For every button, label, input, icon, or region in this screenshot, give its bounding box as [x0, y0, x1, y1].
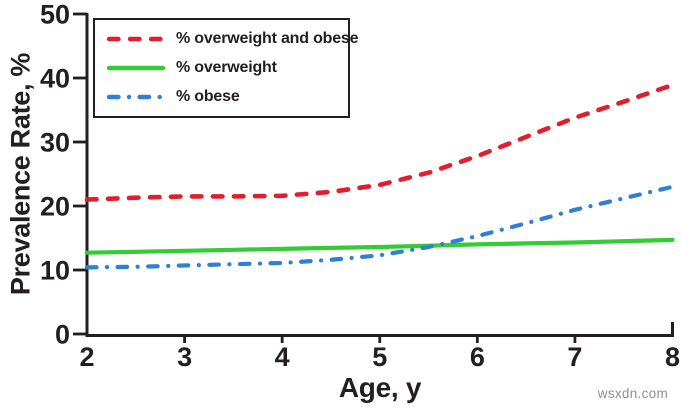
y-tick-label: 30: [40, 128, 70, 158]
legend-label: % overweight and obese: [176, 30, 359, 48]
x-tick-label: 3: [177, 342, 192, 372]
series-line-3: [84, 184, 675, 270]
legend-label: % overweight: [176, 58, 277, 76]
legend-item: % obese: [106, 83, 348, 111]
x-tick-label: 2: [79, 342, 94, 372]
y-axis-title: Prevalence Rate, %: [5, 52, 36, 296]
axis-tick-labels: 0 10 20 30 40 50 2 3 4 5 6 7 8: [40, 0, 680, 372]
x-tick-label: 7: [567, 342, 582, 372]
legend-line-sample-overweight: [106, 65, 166, 71]
legend-line-sample-overweight-and-obese: [106, 37, 166, 42]
axis-ticks: [73, 12, 577, 343]
x-tick-label: 4: [275, 342, 290, 372]
legend-line-sample-obese: [106, 94, 166, 99]
watermark: wsxdn.com: [597, 386, 668, 401]
x-tick-label: 8: [665, 342, 680, 372]
data-series: [84, 82, 675, 270]
y-tick-label: 10: [40, 256, 70, 286]
legend-item: % overweight: [106, 54, 348, 82]
y-tick-label: 50: [40, 0, 70, 30]
legend: % overweight and obese % overweight % ob…: [93, 18, 359, 118]
x-axis-title: Age, y: [338, 372, 422, 403]
y-tick-label: 40: [40, 64, 70, 94]
y-tick-label: 0: [55, 320, 70, 350]
x-tick-label: 5: [372, 342, 387, 372]
legend-item: % overweight and obese: [106, 25, 359, 53]
series-line-1: [84, 82, 675, 202]
series-line-2: [84, 237, 675, 255]
x-tick-label: 6: [470, 342, 485, 372]
legend-label: % obese: [176, 87, 240, 105]
y-tick-label: 20: [40, 192, 70, 222]
